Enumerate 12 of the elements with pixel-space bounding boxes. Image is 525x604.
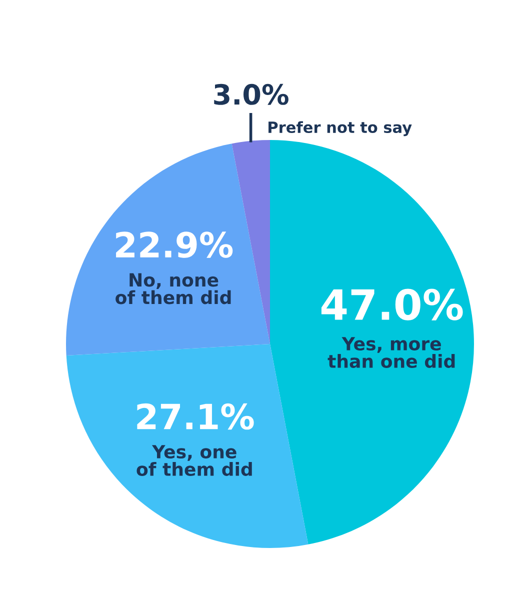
data-label: 3.0% [214,84,288,105]
slice-label: Yes, more than one did [328,337,455,368]
slice-label: Prefer not to say [268,121,412,136]
slice-label: No, none of them did [116,273,231,304]
data-label: 27.1% [137,403,254,430]
pie-slice [66,344,308,548]
slice-label: Yes, one of them did [136,445,252,476]
data-label: 47.0% [321,288,463,320]
pie-slice [66,144,270,356]
pie-slice [270,140,474,544]
data-label: 22.9% [116,232,233,258]
pie-slice [232,140,270,344]
